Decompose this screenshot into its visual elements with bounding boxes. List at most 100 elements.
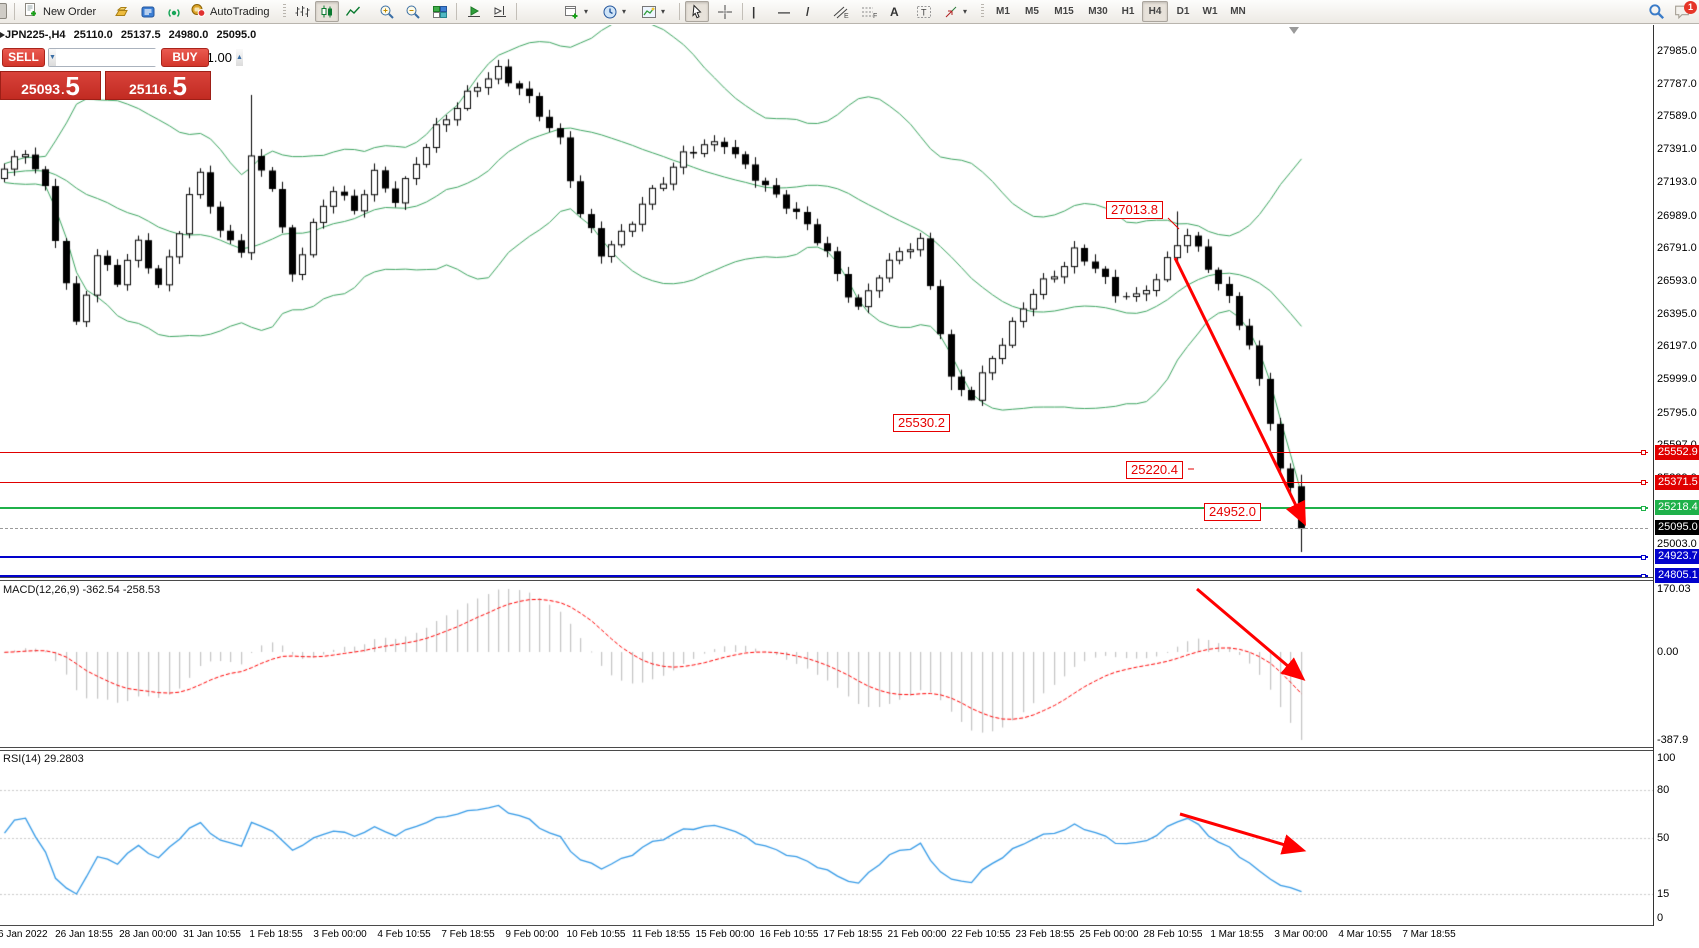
zoom-out-button[interactable] bbox=[401, 1, 425, 22]
search-button[interactable] bbox=[1644, 1, 1669, 22]
toolbar-grip[interactable] bbox=[283, 4, 286, 19]
clock-icon bbox=[603, 5, 617, 18]
toolbar-separator bbox=[516, 3, 517, 20]
line-chart-icon bbox=[345, 6, 361, 16]
timeframe-button-H1[interactable]: H1 bbox=[1121, 6, 1135, 17]
candlestick-mode-button[interactable] bbox=[315, 1, 339, 22]
timeframe-button-MN[interactable]: MN bbox=[1230, 6, 1246, 17]
templates-dropdown[interactable]: ▾ bbox=[637, 1, 669, 22]
buy-price-button[interactable]: 25116 . 5 bbox=[105, 71, 211, 100]
price-badge: 25371.5 bbox=[1655, 475, 1699, 490]
price-annotation-25220.4[interactable]: 25220.4 bbox=[1126, 461, 1183, 479]
periods-dropdown[interactable]: ▾ bbox=[598, 1, 630, 22]
horizontal-line-tool-button[interactable]: — bbox=[774, 1, 794, 22]
bar-chart-mode-button[interactable] bbox=[290, 1, 314, 22]
fibonacci-tool-button[interactable]: F bbox=[856, 1, 882, 22]
toolbar-separator bbox=[679, 3, 680, 20]
chart-shift-marker-icon[interactable] bbox=[1289, 27, 1299, 34]
market-depth-icon bbox=[141, 6, 155, 17]
price-axis-tick: 25795.0 bbox=[1657, 407, 1697, 419]
line-chart-mode-button[interactable] bbox=[341, 1, 365, 22]
time-axis-label: 26 Jan 18:55 bbox=[55, 929, 113, 940]
timeframe-button-M30[interactable]: M30 bbox=[1088, 6, 1108, 17]
buy-price-main: 25116 bbox=[129, 81, 168, 97]
rsi-panel-canvas[interactable] bbox=[0, 751, 1653, 925]
timeframe-button-M1[interactable]: M1 bbox=[996, 6, 1010, 17]
market-depth-button[interactable] bbox=[136, 1, 160, 22]
macd-axis-label: -387.9 bbox=[1657, 734, 1689, 746]
macd-axis-label: 170.03 bbox=[1657, 583, 1691, 595]
sell-button-label: SELL bbox=[8, 50, 39, 64]
horizontal-line-25552.9[interactable] bbox=[0, 450, 1648, 455]
timeframe-button-D1[interactable]: D1 bbox=[1176, 6, 1190, 17]
buy-button-label: BUY bbox=[172, 50, 198, 64]
price-axis[interactable]: 27985.0 27787.0 27589.0 27391.0 27193.0 26989… bbox=[1654, 25, 1699, 926]
macd-panel-separator[interactable] bbox=[0, 577, 1699, 581]
sell-button[interactable]: SELL bbox=[2, 48, 45, 67]
buy-price-frac: 5 bbox=[172, 71, 187, 101]
line-anchor-handle[interactable] bbox=[1641, 506, 1646, 511]
clipped-toolbar-icon bbox=[0, 3, 7, 19]
channel-tool-button[interactable]: E bbox=[828, 1, 854, 22]
timeframe-button-M15[interactable]: M15 bbox=[1054, 6, 1074, 17]
tile-windows-button[interactable] bbox=[428, 1, 452, 22]
autotrading-button[interactable]: AutoTrading bbox=[186, 1, 274, 22]
price-annotation-27013.8[interactable]: 27013.8 bbox=[1106, 201, 1163, 219]
spinner-down-icon: ▼ bbox=[49, 54, 56, 61]
arrows-dropdown[interactable]: ▾ bbox=[939, 1, 971, 22]
auto-scroll-button[interactable] bbox=[462, 1, 486, 22]
price-annotation-24952.0[interactable]: 24952.0 bbox=[1204, 503, 1261, 521]
label-tool-button[interactable]: T bbox=[911, 1, 937, 22]
chart-shift-button[interactable] bbox=[488, 1, 512, 22]
auto-scroll-icon bbox=[468, 5, 480, 17]
new-order-button[interactable]: New Order bbox=[19, 1, 100, 22]
time-axis-label: 4 Mar 10:55 bbox=[1338, 929, 1392, 940]
time-axis[interactable]: 26 Jan 2022 26 Jan 18:55 28 Jan 00:00 31 Ja… bbox=[0, 926, 1653, 948]
sell-price-button[interactable]: 25093 . 5 bbox=[0, 71, 101, 100]
crosshair-tool-button[interactable] bbox=[713, 1, 737, 22]
time-axis-label: 1 Mar 18:55 bbox=[1210, 929, 1264, 940]
price-badge: 25095.0 bbox=[1655, 520, 1699, 535]
vertical-line-tool-button[interactable]: | bbox=[748, 1, 759, 22]
timeframe-button-H4[interactable]: H4 bbox=[1142, 1, 1168, 22]
zoom-in-button[interactable] bbox=[375, 1, 399, 22]
price-badge: 25552.9 bbox=[1655, 445, 1699, 460]
price-axis-tick: 26593.0 bbox=[1657, 275, 1697, 287]
svg-text:F: F bbox=[873, 13, 877, 20]
gold-button[interactable] bbox=[110, 1, 134, 22]
rsi-panel-separator[interactable] bbox=[0, 747, 1699, 751]
line-anchor-handle[interactable] bbox=[1641, 480, 1646, 485]
volume-down-button[interactable]: ▼ bbox=[49, 49, 56, 66]
price-axis-tick: 27193.0 bbox=[1657, 176, 1697, 188]
timeframe-button-M5[interactable]: M5 bbox=[1025, 6, 1039, 17]
line-anchor-handle[interactable] bbox=[1641, 555, 1646, 560]
rsi-axis-label: 80 bbox=[1657, 784, 1670, 796]
price-annotation-25530.2[interactable]: 25530.2 bbox=[893, 414, 950, 432]
horizontal-line-25371.5[interactable] bbox=[0, 480, 1648, 485]
arrow-objects-icon bbox=[945, 6, 957, 17]
new-chart-dropdown[interactable]: ▾ bbox=[560, 1, 592, 22]
chevron-down-icon: ▾ bbox=[622, 7, 627, 16]
signals-button[interactable] bbox=[162, 1, 186, 22]
cursor-tool-button[interactable] bbox=[685, 1, 709, 22]
horizontal-line-icon: — bbox=[778, 4, 790, 19]
toolbar-separator bbox=[742, 3, 743, 20]
macd-panel-canvas[interactable] bbox=[0, 581, 1653, 748]
rsi-axis-label: 0 bbox=[1657, 912, 1664, 924]
volume-up-button[interactable]: ▲ bbox=[235, 49, 243, 66]
line-anchor-handle[interactable] bbox=[1641, 450, 1646, 455]
price-axis-tick: 25003.0 bbox=[1657, 538, 1697, 550]
horizontal-line-25095[interactable] bbox=[0, 528, 1648, 529]
time-axis-label: 3 Feb 00:00 bbox=[313, 929, 367, 940]
buy-button[interactable]: BUY bbox=[161, 48, 209, 67]
toolbar-grip[interactable] bbox=[981, 4, 984, 19]
time-axis-label: 16 Feb 10:55 bbox=[759, 929, 819, 940]
main-chart-canvas[interactable] bbox=[0, 25, 1653, 579]
trendline-tool-button[interactable]: / bbox=[802, 1, 813, 22]
notification-count-badge[interactable]: 1 bbox=[1684, 1, 1697, 14]
horizontal-line-24923.7[interactable] bbox=[0, 555, 1648, 560]
text-tool-button[interactable]: A bbox=[886, 1, 903, 22]
horizontal-line-25218.4[interactable] bbox=[0, 506, 1648, 511]
timeframe-button-W1[interactable]: W1 bbox=[1202, 6, 1218, 17]
